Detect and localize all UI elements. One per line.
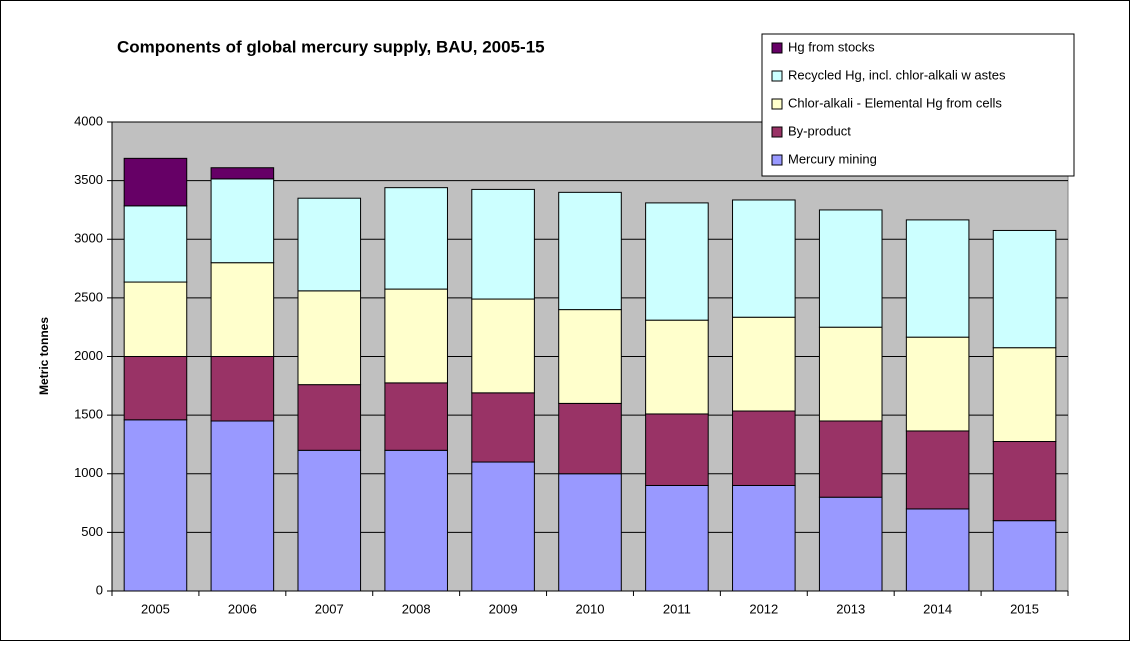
- bar-segment: [558, 402, 622, 475]
- legend-label: By-product: [788, 123, 851, 138]
- legend-box: [761, 33, 1075, 177]
- bar-segment: [992, 347, 1057, 443]
- x-tick-label: 2007: [315, 601, 344, 616]
- bar-segment: [123, 356, 188, 421]
- bar-segment: [818, 420, 883, 498]
- legend-swatch: [771, 154, 783, 166]
- bar-segment: [645, 484, 709, 592]
- y-tick-label: 2000: [74, 348, 103, 363]
- bar-segment: [992, 229, 1057, 349]
- bar-segment: [210, 262, 275, 358]
- bar-segment: [297, 197, 362, 292]
- bar-segment: [471, 188, 535, 300]
- bar-segment: [818, 496, 883, 592]
- bar-segment: [297, 290, 362, 386]
- bar-segment: [732, 410, 796, 486]
- x-tick-label: 2013: [836, 601, 865, 616]
- x-tick-label: 2012: [749, 601, 778, 616]
- bar-segment: [297, 449, 362, 592]
- legend-swatch: [771, 126, 783, 138]
- bar-segment: [210, 356, 275, 422]
- x-tick-label: 2009: [489, 601, 518, 616]
- legend-swatch: [771, 98, 783, 110]
- bar-segment: [818, 326, 883, 422]
- bar-segment: [905, 219, 970, 338]
- bar-segment: [905, 336, 970, 432]
- y-tick-label: 4000: [74, 113, 103, 128]
- bar-segment: [384, 449, 448, 592]
- bar-segment: [210, 178, 275, 264]
- x-tick-label: 2008: [402, 601, 431, 616]
- bar-segment: [992, 520, 1057, 592]
- x-tick-label: 2005: [141, 601, 170, 616]
- bar-segment: [471, 298, 535, 394]
- bar-segment: [123, 157, 188, 207]
- y-tick-label: 3000: [74, 231, 103, 246]
- bar-segment: [123, 281, 188, 358]
- bar-segment: [905, 430, 970, 510]
- bar-segment: [384, 187, 448, 290]
- bar-segment: [384, 288, 448, 384]
- legend-swatch: [771, 70, 783, 82]
- bar-segment: [123, 205, 188, 283]
- x-tick-label: 2010: [576, 601, 605, 616]
- legend-label: Mercury mining: [788, 151, 877, 166]
- bar-segment: [732, 199, 796, 318]
- y-axis-label: Metric tonnes: [37, 317, 51, 395]
- y-tick-label: 500: [81, 524, 103, 539]
- bar-segment: [297, 384, 362, 451]
- bar-segment: [471, 461, 535, 592]
- y-tick-label: 0: [96, 582, 103, 597]
- legend-swatch: [771, 42, 783, 54]
- x-tick-label: 2011: [663, 601, 691, 616]
- y-tick-label: 2500: [74, 289, 103, 304]
- bar-segment: [123, 419, 188, 592]
- bar-segment: [558, 473, 622, 592]
- y-tick-label: 3500: [74, 172, 103, 187]
- x-tick-label: 2006: [228, 601, 257, 616]
- bar-segment: [818, 209, 883, 328]
- x-tick-label: 2014: [923, 601, 952, 616]
- bar-segment: [210, 420, 275, 592]
- bar-segment: [732, 316, 796, 412]
- bar-segment: [471, 392, 535, 463]
- chart-title: Components of global mercury supply, BAU…: [117, 37, 545, 56]
- bar-segment: [558, 309, 622, 404]
- bar-segment: [732, 484, 796, 592]
- legend-label: Chlor-alkali - Elemental Hg from cells: [788, 95, 1002, 110]
- bar-segment: [992, 441, 1057, 522]
- legend-label: Recycled Hg, incl. chlor-alkali w astes: [788, 67, 1006, 82]
- bar-segment: [645, 202, 709, 321]
- bar-segment: [645, 319, 709, 415]
- bar-segment: [558, 191, 622, 311]
- bar-segment: [905, 508, 970, 592]
- y-tick-label: 1000: [74, 465, 103, 480]
- bar-segment: [645, 413, 709, 486]
- y-tick-label: 1500: [74, 407, 103, 422]
- bar-segment: [384, 382, 448, 451]
- bar-segment: [210, 167, 275, 180]
- x-tick-label: 2015: [1010, 601, 1039, 616]
- legend-label: Hg from stocks: [788, 39, 875, 54]
